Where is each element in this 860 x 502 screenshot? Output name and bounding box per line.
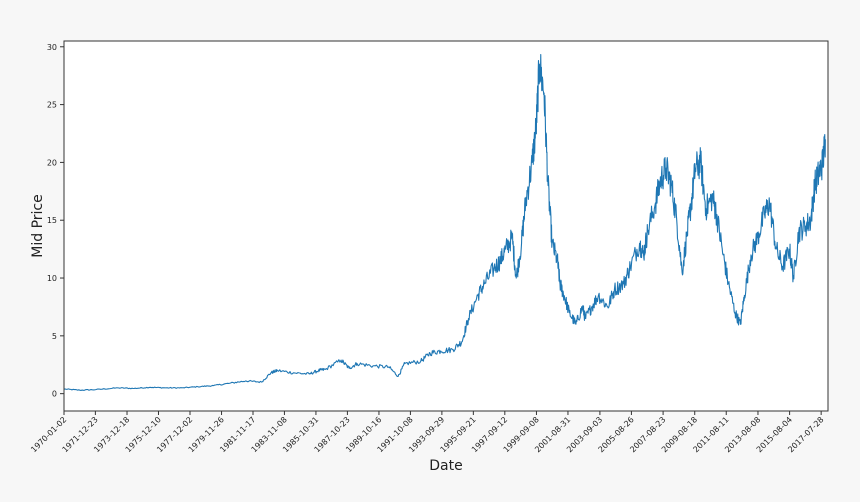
plot-area (64, 41, 828, 411)
plot-frame (63, 40, 829, 412)
y-tick-label: 10 (47, 274, 57, 283)
y-tick-label: 5 (52, 332, 57, 341)
y-tick-label: 30 (47, 43, 57, 52)
y-axis-label: Mid Price (30, 194, 46, 257)
y-axis-ticks: 0 5 10 15 20 25 30 (47, 43, 64, 399)
x-axis-ticks: 1970-01-021971-12-231973-12-181975-12-10… (29, 411, 826, 454)
series-line-layer (63, 53, 826, 391)
y-tick-label: 0 (52, 390, 57, 399)
x-axis-label: Date (429, 458, 462, 474)
y-tick-label: 20 (47, 158, 57, 167)
y-tick-label: 25 (47, 101, 57, 110)
y-tick-label: 15 (47, 216, 57, 225)
mid-price-series-line (63, 53, 826, 391)
